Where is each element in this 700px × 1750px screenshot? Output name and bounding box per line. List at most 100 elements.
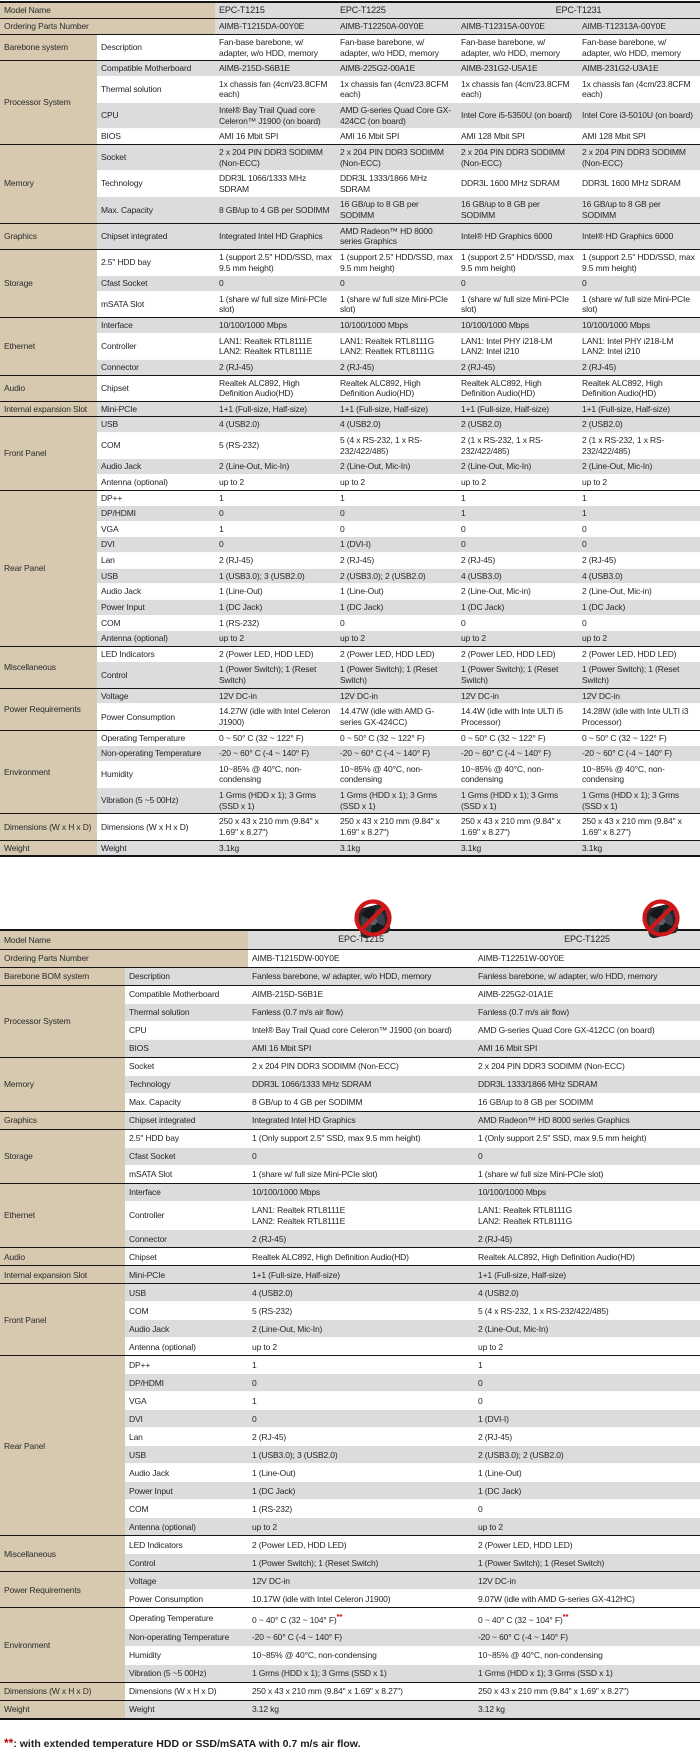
spec-value-cell: Fanless (0.7 m/s air flow)	[474, 1002, 700, 1022]
spec-label-cell: Operating Temperature	[125, 1607, 248, 1629]
spec-label-cell: COM	[97, 431, 215, 459]
spec-value-cell: LAN1: Intel PHY i218-LM LAN2: Intel i210	[578, 332, 700, 360]
spec-value-cell: 0	[248, 1373, 474, 1392]
spec-value-cell: 0	[215, 275, 336, 292]
spec-label-cell: DVI	[97, 536, 215, 553]
footnote-reference: **	[562, 1611, 569, 1621]
spec-value-cell: AMD Radeon™ HD 8000 series Graphics	[474, 1110, 700, 1130]
spec-label-cell: Audio Jack	[97, 458, 215, 475]
spec-value-cell: up to 2	[457, 630, 578, 647]
spec-value-cell: Realtek ALC892, High Definition Audio(HD…	[578, 374, 700, 402]
category-cell: Power Requirements	[0, 1571, 125, 1608]
spec-value-cell: 2 (Power LED, HDD LED)	[336, 645, 457, 662]
spec-value-cell: 250 x 43 x 210 mm (9.84" x 1.69" x 8.27"…	[474, 1682, 700, 1701]
spec-value-cell: 1 (share w/ full size Mini-PCIe slot)	[457, 290, 578, 318]
spec-label-cell: Interface	[97, 317, 215, 334]
spec-value-cell: 1 (DC Jack)	[474, 1481, 700, 1500]
category-cell: Barebone BOM system	[0, 966, 125, 986]
spec-value-cell: 1	[457, 505, 578, 522]
spec-value-cell: 0	[578, 275, 700, 292]
spec-label-cell: Interface	[125, 1182, 248, 1202]
spec-value-cell: AIMB-T1215DW-00Y0E	[248, 948, 474, 968]
spec-value-cell: 0 ~ 50° C (32 ~ 122° F)	[336, 729, 457, 746]
spec-value-cell: 2 (RJ-45)	[578, 552, 700, 569]
spec-value-cell: 1x chassis fan (4cm/23.8CFM each)	[336, 75, 457, 103]
spec-value-cell: 0	[336, 505, 457, 522]
spec-value-cell: 0 ~ 50° C (32 ~ 122° F)	[578, 729, 700, 746]
spec-value-cell: 8 GB/up to 4 GB per SODIMM	[215, 196, 336, 224]
spec-value-cell: 1 (DVI-I)	[336, 536, 457, 553]
spec-label-cell: USB	[125, 1445, 248, 1464]
spec-value-cell: Realtek ALC892, High Definition Audio(HD…	[336, 374, 457, 402]
spec-value-cell: up to 2	[248, 1337, 474, 1356]
spec-value-cell: 2 (USB2.0)	[578, 416, 700, 433]
spec-value-cell: 2 (USB2.0)	[457, 416, 578, 433]
spec-label-cell: Socket	[97, 143, 215, 171]
spec-value-cell: 12V DC-in	[578, 687, 700, 704]
table-gap	[0, 857, 700, 929]
spec-value-cell: 1+1 (Full-size, Half-size)	[457, 400, 578, 417]
spec-value-cell: AIMB-231G2-U5A1E	[457, 60, 578, 77]
spec-value-cell: 10~85% @ 40°C, non-condensing	[248, 1646, 474, 1665]
spec-label-cell: Mini-PCIe	[97, 400, 215, 417]
category-cell: Power Requirements	[0, 687, 97, 730]
category-cell: Memory	[0, 143, 97, 224]
spec-label-cell: USB	[97, 567, 215, 584]
category-cell: Weight	[0, 1700, 125, 1720]
spec-value-cell: DDR3L 1333/1866 MHz SDRAM	[336, 170, 457, 197]
category-cell: Miscellaneous	[0, 645, 97, 689]
spec-value-cell: 3.12 kg	[474, 1700, 700, 1720]
spec-label-cell: Antenna (optional)	[125, 1517, 248, 1536]
spec-value-cell: -20 ~ 60° C (-4 ~ 140° F)	[474, 1628, 700, 1647]
spec-value-cell: LAN1: Realtek RTL8111E LAN2: Realtek RTL…	[215, 332, 336, 360]
spec-label-cell: Audio Jack	[125, 1319, 248, 1338]
spec-value-cell: 0	[474, 1146, 700, 1166]
spec-value-cell: 1 (Only support 2.5" SSD, max 9.5 mm hei…	[248, 1128, 474, 1148]
category-cell: Graphics	[0, 222, 97, 250]
spec-label-cell: Compatible Motherboard	[125, 984, 248, 1004]
category-cell: Environment	[0, 729, 97, 814]
spec-value-cell: 1 (Line-Out)	[248, 1463, 474, 1482]
no-fan-icon	[641, 894, 681, 941]
spec-label-cell: 2.5" HDD bay	[97, 248, 215, 276]
spec-value-cell: 10/100/1000 Mbps	[336, 317, 457, 334]
spec-label-cell: Thermal solution	[125, 1002, 248, 1022]
spec-value-cell: 14.27W (idle with Intel Celeron J1900)	[215, 703, 336, 730]
model-name-row-label: Model Name	[0, 929, 248, 950]
spec-value-cell: up to 2	[578, 630, 700, 647]
spec-value-cell: 1	[578, 505, 700, 522]
spec-value-cell: up to 2	[248, 1517, 474, 1536]
spec-value-cell: 5 (RS-232)	[248, 1301, 474, 1320]
spec-value-cell: Realtek ALC892, High Definition Audio(HD…	[248, 1247, 474, 1266]
spec-value-cell: 3.1kg	[457, 839, 578, 857]
spec-value-cell: 2 x 204 PIN DDR3 SODIMM (Non-ECC)	[457, 143, 578, 171]
spec-label-cell: Max. Capacity	[97, 196, 215, 224]
category-cell: Processor System	[0, 984, 125, 1058]
spec-value-cell: LAN1: Realtek RTL8111E LAN2: Realtek RTL…	[248, 1200, 474, 1230]
spec-label-cell: Socket	[125, 1056, 248, 1076]
spec-value-cell: 250 x 43 x 210 mm (9.84" x 1.69" x 8.27"…	[457, 813, 578, 840]
spec-value-cell: Realtek ALC892, High Definition Audio(HD…	[215, 374, 336, 402]
spec-value-cell: AMD Radeon™ HD 8000 series Graphics	[336, 222, 457, 250]
spec-value-cell: 0	[578, 520, 700, 537]
spec-value-cell: 14.47W (idle with AMD G-series GX-424CC)	[336, 703, 457, 730]
model-name-cell: EPC-T1215	[248, 899, 474, 950]
spec-value-cell: 2 (1 x RS-232, 1 x RS-232/422/485)	[578, 431, 700, 459]
spec-value-cell: 2 x 204 PIN DDR3 SODIMM (Non-ECC)	[248, 1056, 474, 1076]
spec-value-cell: 1+1 (Full-size, Half-size)	[336, 400, 457, 417]
spec-value-cell: 1	[248, 1355, 474, 1374]
spec-value-cell: AIMB-225G2-00A1E	[336, 60, 457, 77]
spec-value-cell: 10~85% @ 40°C, non-condensing	[578, 760, 700, 788]
spec-value-cell: AIMB-T12315A-00Y0E	[457, 18, 578, 35]
spec-value-cell: LAN1: Realtek RTL8111G LAN2: Realtek RTL…	[474, 1200, 700, 1230]
spec-value-cell: 5 (4 x RS-232, 1 x RS-232/422/485)	[474, 1301, 700, 1320]
spec-label-cell: Description	[125, 966, 248, 986]
spec-value-cell: 0	[215, 505, 336, 522]
spec-value-cell: 2 x 204 PIN DDR3 SODIMM (Non-ECC)	[215, 143, 336, 171]
spec-value-cell: 10.17W (idle with Intel Celeron J1900)	[248, 1589, 474, 1608]
spec-value-cell: AMI 16 Mbit SPI	[248, 1038, 474, 1058]
footnote-reference: **	[336, 1611, 343, 1621]
spec-value-cell: 2 (Line-Out, Mic-In)	[215, 458, 336, 475]
spec-value-cell: 1 (DC Jack)	[578, 598, 700, 615]
spec-value-cell: DDR3L 1333/1866 MHz SDRAM	[474, 1074, 700, 1094]
